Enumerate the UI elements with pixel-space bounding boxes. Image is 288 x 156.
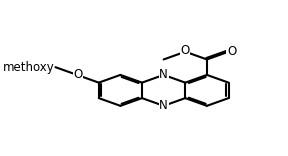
Text: O: O [73,68,82,81]
Text: O: O [227,45,236,58]
Text: O: O [181,44,190,57]
Text: N: N [159,68,168,81]
Text: methoxy: methoxy [3,61,54,74]
Text: N: N [159,99,168,112]
